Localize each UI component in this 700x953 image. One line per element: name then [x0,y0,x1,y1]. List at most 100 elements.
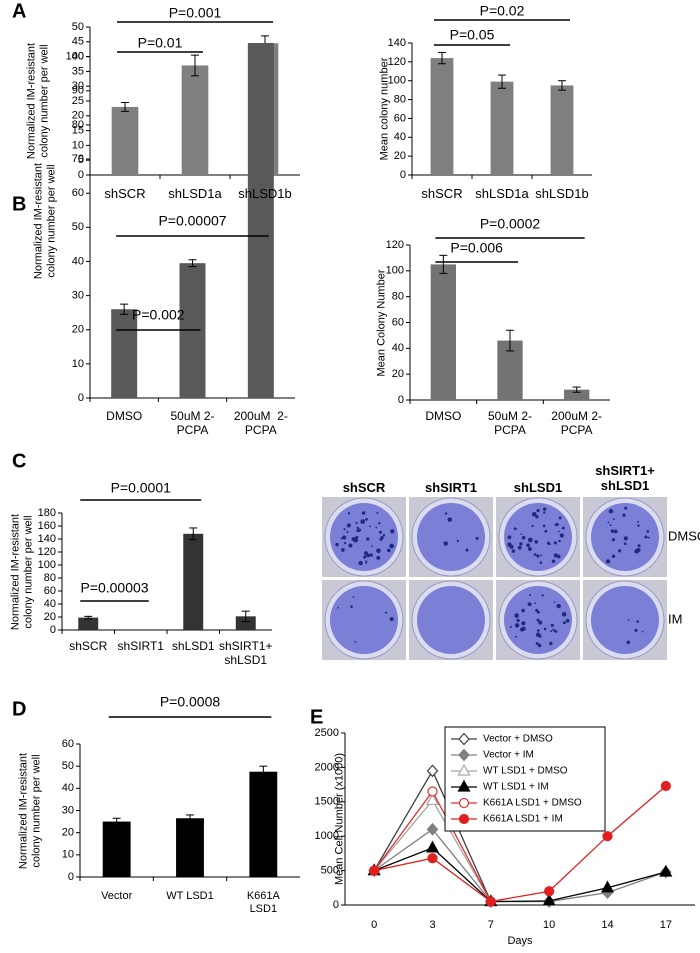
x-tick-label: shLSD1a [475,186,529,201]
y-tick-label: 40 [44,598,56,610]
y-tick-label: 30 [72,290,84,302]
colony [356,529,360,533]
colony [341,535,347,540]
colony [623,542,627,546]
x-tick-label: 14 [601,919,613,931]
bar [430,58,454,176]
colony [520,533,523,535]
colony [516,618,520,623]
x-tick-label: 3 [429,919,435,931]
colony [556,603,561,609]
colony [536,629,540,632]
colony [361,511,366,515]
colony [360,519,366,524]
y-tick-label: 40 [72,255,84,267]
colony [611,554,616,558]
bar [430,264,456,400]
colony [527,537,533,543]
colony [521,608,525,613]
error-bar [112,817,121,826]
colony [513,527,517,531]
error-bar [120,303,129,315]
y-tick-label: 100 [38,559,56,571]
colony [531,511,537,517]
x-tick-label: K661A LSD1 [246,890,280,915]
legend-label: WT LSD1 + DMSO [483,766,568,777]
y-tick-label: 20 [62,827,74,839]
x-tick-label: shSCR [69,639,108,653]
colony [390,529,395,534]
x-tick-label: DMSO [106,409,143,423]
marker [426,822,439,836]
colony [346,530,349,534]
colony [544,529,548,533]
colony [366,537,370,541]
colony [521,621,526,626]
colony [376,511,379,514]
colony [641,630,644,633]
bar [249,771,278,877]
colony [509,544,514,549]
y-tick-label: 1500 [315,796,339,808]
colony [456,539,459,543]
y-tick-label: 1000 [315,830,339,842]
colony [376,555,381,560]
colony [536,618,540,622]
panel-letter: E [310,706,323,728]
marker [426,764,439,778]
colony [509,625,512,628]
y-tick-label: 0 [78,169,84,181]
marker [602,831,613,842]
y-tick-label: 40 [392,342,404,354]
bar [102,821,131,877]
bar [247,43,274,398]
y-axis-label: Mean Cell Number (x1000) [333,752,346,886]
column-label: shSIRT1+ shLSD1 [595,463,655,493]
error-bar [188,259,197,268]
x-tick-label: 17 [660,919,672,931]
colony [389,543,394,549]
p-value: P=0.02 [480,3,525,19]
error-bar [121,101,129,112]
colony [346,523,351,528]
bar [550,85,574,175]
colony [622,513,626,517]
colony [378,522,381,525]
colony [365,518,368,521]
colony [535,632,541,638]
y-tick-label: 80 [392,291,404,303]
x-tick-label: shSCR [104,186,146,201]
y-tick-label: 500 [321,865,339,877]
colony [343,528,346,531]
colony [378,530,382,534]
p-value: P=0.0002 [480,216,541,232]
y-tick-label: 10 [62,849,74,861]
colony [634,628,638,632]
colony [343,541,347,545]
colony [350,605,353,608]
colony [526,543,530,548]
error-bar [498,74,506,89]
x-tick-label: 0 [371,919,377,931]
colony [534,540,537,543]
y-tick-label: 45 [72,36,84,48]
colony [337,606,339,609]
line [374,785,667,903]
y-tick-label: 20 [394,150,406,162]
colony [540,554,542,557]
y-tick-label: 180 [38,507,56,519]
y-tick-label: 25 [72,95,84,107]
colony [561,526,565,530]
x-tick-label: shSIRT1 [117,639,164,653]
legend-label: Vector + DMSO [483,734,553,745]
colony [553,541,557,545]
colony [514,623,520,628]
colony [634,549,639,554]
colony [555,522,559,526]
legend-marker [458,748,470,762]
colony [536,554,540,558]
y-tick-label: 60 [72,187,84,199]
colony [550,630,553,633]
